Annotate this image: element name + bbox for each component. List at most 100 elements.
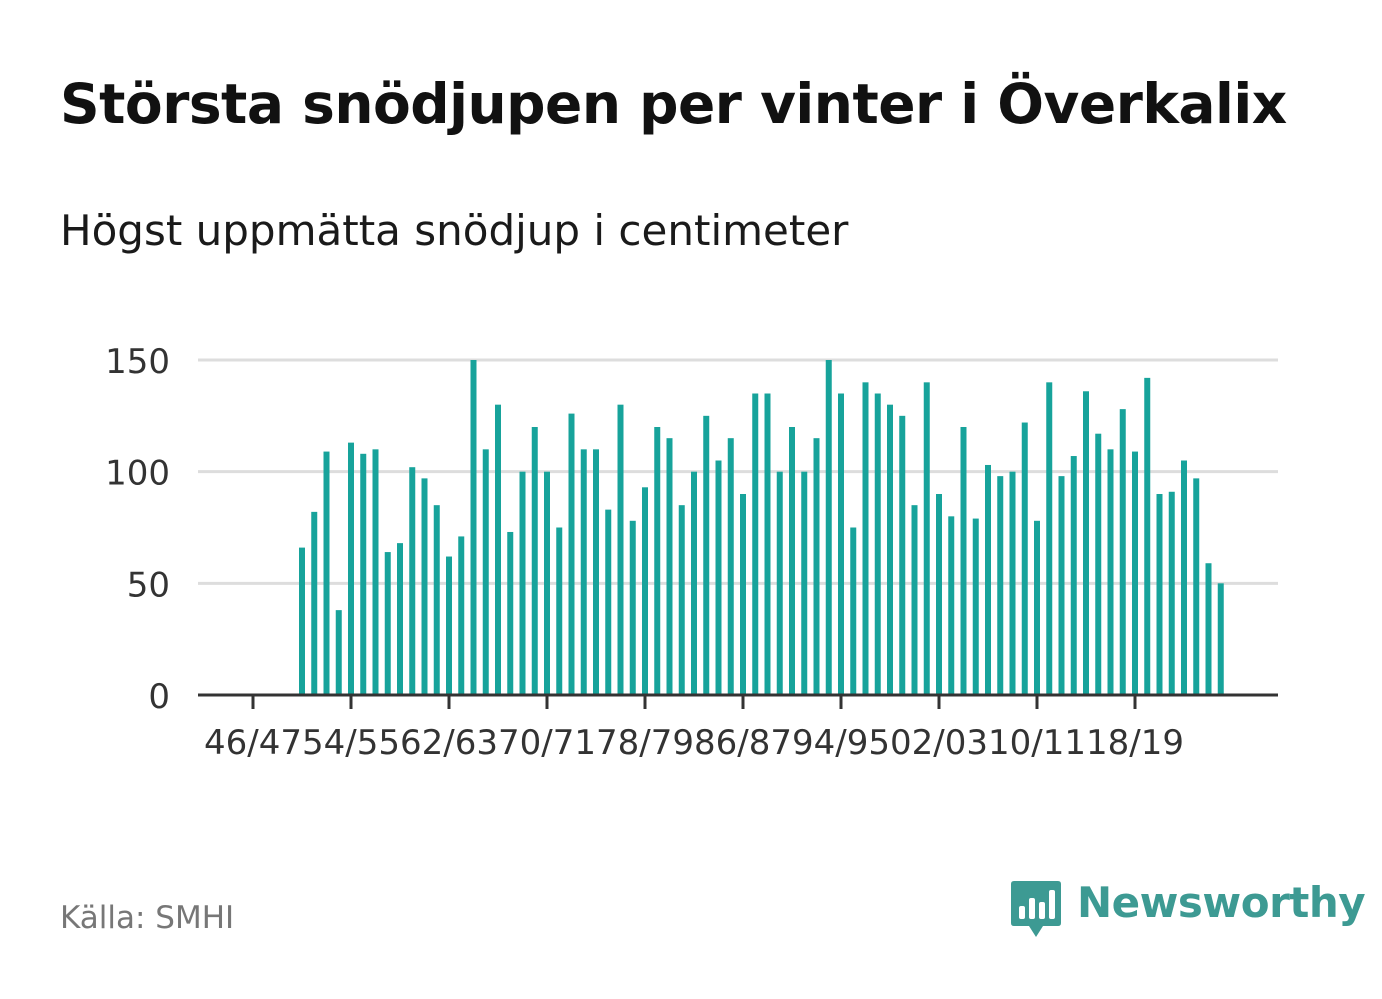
bar-93/94 xyxy=(825,360,832,695)
bar-87/88 xyxy=(752,393,759,695)
bar-66/67 xyxy=(495,404,501,695)
bar-86/87 xyxy=(740,494,746,695)
bar-08/09 xyxy=(1009,471,1016,695)
x-axis xyxy=(198,693,1278,709)
chart-title: Största snödjupen per vinter i Överkalix xyxy=(60,72,1287,136)
bar-51/52 xyxy=(311,511,318,695)
bar-65/66 xyxy=(482,449,489,695)
bar-21/22 xyxy=(1168,491,1175,695)
bar-chart: 0 50 100 150 46/47 54/55 62/63 70/71 78/79 86/87… xyxy=(105,342,1278,763)
bar-92/93 xyxy=(813,438,820,695)
bar-79/80 xyxy=(654,427,661,695)
bar-70/71 xyxy=(544,471,550,695)
chart-subtitle: Högst uppmätta snödjup i centimeter xyxy=(60,206,849,255)
bar-81/82 xyxy=(678,505,685,695)
bar-78/79 xyxy=(642,487,648,695)
bar-85/86 xyxy=(727,438,734,695)
x-tick-label: 94/95 xyxy=(792,723,890,763)
bar-91/92 xyxy=(801,471,808,695)
bar-23/24 xyxy=(1193,478,1200,695)
bar-04/05 xyxy=(960,427,967,695)
bar-57/58 xyxy=(384,552,391,695)
bar-72/73 xyxy=(568,413,575,695)
bar-59/60 xyxy=(409,467,416,695)
bar-52/53 xyxy=(323,451,330,695)
bar-89/90 xyxy=(776,471,783,695)
bar-10/11 xyxy=(1034,520,1040,695)
bar-67/68 xyxy=(507,531,514,695)
bar-76/77 xyxy=(617,404,624,695)
source-note: Källa: SMHI xyxy=(60,900,235,936)
bar-69/70 xyxy=(531,427,538,695)
bar-01/02 xyxy=(923,382,930,695)
y-tick-label: 150 xyxy=(105,342,170,382)
bar-06/07 xyxy=(985,464,991,695)
bar-77/78 xyxy=(629,520,636,695)
bar-50/51 xyxy=(299,547,305,695)
bar-80/81 xyxy=(666,438,673,695)
bar-07/08 xyxy=(997,476,1004,695)
bar-68/69 xyxy=(519,471,526,695)
bars xyxy=(299,360,1224,695)
bar-82/83 xyxy=(691,471,697,695)
bar-88/89 xyxy=(764,393,771,695)
bar-61/62 xyxy=(433,505,440,695)
bar-19/20 xyxy=(1144,377,1151,695)
y-tick-label: 50 xyxy=(127,565,170,605)
x-tick-label: 62/63 xyxy=(400,723,498,763)
bar-75/76 xyxy=(605,509,612,695)
y-tick-label: 0 xyxy=(148,677,170,717)
bar-12/13 xyxy=(1058,476,1065,695)
bar-83/84 xyxy=(703,415,710,695)
x-tick-label: 86/87 xyxy=(694,723,792,763)
bar-73/74 xyxy=(580,449,587,695)
bar-96/97 xyxy=(862,382,869,695)
x-tick-label: 70/71 xyxy=(498,723,596,763)
bar-11/12 xyxy=(1046,382,1053,695)
bar-03/04 xyxy=(948,516,955,695)
bar-54/55 xyxy=(348,442,354,695)
bar-58/59 xyxy=(397,543,403,695)
x-tick-label: 18/19 xyxy=(1086,723,1184,763)
bar-00/01 xyxy=(911,505,918,695)
x-tick-label: 54/55 xyxy=(302,723,400,763)
bar-74/75 xyxy=(593,449,599,695)
bar-16/17 xyxy=(1107,449,1114,695)
bar-17/18 xyxy=(1119,409,1126,695)
bar-24/25 xyxy=(1205,563,1212,695)
bar-60/61 xyxy=(421,478,428,695)
x-axis-labels: 46/47 54/55 62/63 70/71 78/79 86/87 94/95 02/03… xyxy=(204,723,1184,763)
gridlines xyxy=(198,358,1278,585)
bar-95/96 xyxy=(850,527,857,695)
y-axis-labels: 0 50 100 150 xyxy=(105,342,170,717)
y-tick-label: 100 xyxy=(105,454,170,494)
x-tick-label: 02/03 xyxy=(890,723,988,763)
brand-name: Newsworthy xyxy=(1077,878,1366,927)
bar-94/95 xyxy=(838,393,844,695)
bar-14/15 xyxy=(1083,391,1089,695)
bar-22/23 xyxy=(1181,460,1187,695)
bar-18/19 xyxy=(1132,451,1138,695)
bar-99/00 xyxy=(899,415,906,695)
bar-90/91 xyxy=(789,427,795,695)
bar-chart-speech-bubble-icon xyxy=(1011,881,1061,937)
bar-97/98 xyxy=(874,393,881,695)
bar-15/16 xyxy=(1095,433,1102,695)
bar-05/06 xyxy=(972,518,979,695)
bar-71/72 xyxy=(556,527,563,695)
bar-13/14 xyxy=(1070,456,1077,695)
brand-logo: Newsworthy xyxy=(1010,878,1366,940)
bar-53/54 xyxy=(335,610,342,695)
bar-63/64 xyxy=(458,536,465,695)
bar-62/63 xyxy=(446,556,452,695)
x-tick-label: 10/11 xyxy=(988,723,1086,763)
bar-64/65 xyxy=(470,360,477,695)
bar-55/56 xyxy=(360,453,367,695)
x-tick-label: 46/47 xyxy=(204,723,302,763)
bar-84/85 xyxy=(715,460,722,695)
bar-98/99 xyxy=(887,404,893,695)
bar-09/10 xyxy=(1021,422,1028,695)
bar-56/57 xyxy=(372,449,379,695)
bar-20/21 xyxy=(1156,494,1163,695)
x-tick-label: 78/79 xyxy=(596,723,694,763)
